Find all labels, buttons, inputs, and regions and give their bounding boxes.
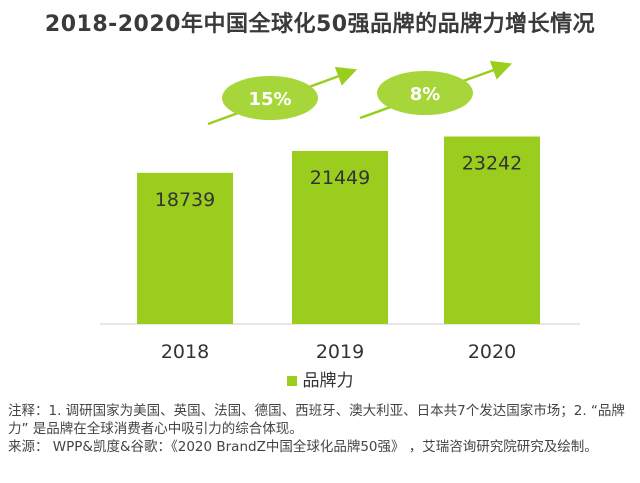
legend: 品牌力 — [0, 366, 640, 391]
growth-ellipse-1 — [222, 76, 318, 120]
growth-ellipse-2 — [377, 71, 473, 115]
data-label-2019: 21449 — [310, 167, 370, 189]
bar-2020 — [444, 136, 540, 324]
bar-2019 — [292, 150, 388, 324]
source-text: 来源： WPP&凯度&谷歌：《2020 BrandZ中国全球化品牌50强》 ，艾… — [8, 439, 598, 455]
bar-2018 — [137, 172, 233, 324]
x-tick-label-2018: 2018 — [161, 341, 209, 363]
data-label-2020: 23242 — [462, 153, 522, 175]
growth-rate-label-1: 15% — [248, 89, 291, 110]
x-tick-label-2020: 2020 — [468, 341, 516, 363]
data-label-2018: 18739 — [155, 189, 215, 211]
note-text: 注释：1. 调研国家为美国、英国、法国、德国、西班牙、澳大利亚、日本共7个发达国… — [8, 403, 625, 437]
legend-swatch — [286, 376, 297, 386]
x-tick-label-2019: 2019 — [316, 341, 364, 363]
bar-chart: 18739 2018 21449 2019 23242 2020 15% 8% — [100, 60, 580, 363]
legend-label: 品牌力 — [302, 371, 354, 391]
growth-rate-label-2: 8% — [410, 84, 441, 105]
footnotes: 注释：1. 调研国家为美国、英国、法国、德国、西班牙、澳大利亚、日本共7个发达国… — [8, 402, 634, 456]
chart-title: 2018-2020年中国全球化50强品牌的品牌力增长情况 — [44, 12, 596, 37]
